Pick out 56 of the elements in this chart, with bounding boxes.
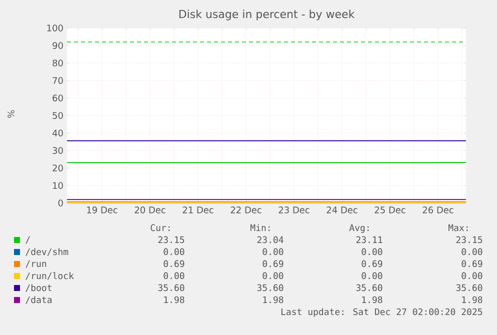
text: 0.00 xyxy=(164,272,184,280)
text: 0.00 xyxy=(262,272,284,280)
text: Avg: xyxy=(349,224,369,233)
y-axis-title: % xyxy=(8,110,14,118)
chart-title: Disk usage in percent - by week xyxy=(179,10,355,20)
text: 23.11 xyxy=(356,236,382,244)
text: 0.00 xyxy=(164,248,184,256)
x-tick-label: 19 Dec xyxy=(87,206,118,214)
x-tick-label: 25 Dec xyxy=(374,206,406,214)
y-tick-label: 70 xyxy=(52,77,63,84)
text: 1.98 xyxy=(164,296,184,304)
text: 23.04 xyxy=(257,236,284,244)
y-tick-label: 20 xyxy=(52,164,63,172)
legend-label: / xyxy=(26,236,30,244)
y-tick-label: 60 xyxy=(52,94,63,102)
x-tick-label: 24 Dec xyxy=(326,206,358,214)
x-tick-label: 26 Dec xyxy=(422,206,454,214)
text: 35.60 xyxy=(456,284,482,292)
text: 0.00 xyxy=(362,248,382,256)
text: Min: xyxy=(250,224,270,231)
text: 1.98 xyxy=(462,296,482,304)
text: 1.98 xyxy=(362,296,382,304)
text: 35.60 xyxy=(257,284,284,292)
legend-label: /run xyxy=(26,260,46,268)
text: Cur: xyxy=(150,224,170,232)
text: 35.60 xyxy=(356,284,382,292)
y-tick-label: 10 xyxy=(53,182,63,189)
text: 0.69 xyxy=(262,260,284,268)
y-tick-label: 30 xyxy=(52,147,63,154)
y-tick-label: 90 xyxy=(52,42,63,49)
y-tick-label: 0 xyxy=(58,200,63,206)
text: 0.69 xyxy=(462,260,482,268)
text: 0.00 xyxy=(362,272,382,280)
text: 0.00 xyxy=(462,272,482,280)
y-tick-label: 50 xyxy=(52,112,63,119)
text: 35.60 xyxy=(158,284,184,292)
y-tick-label: 80 xyxy=(52,60,63,66)
text: 0.69 xyxy=(362,260,382,268)
x-tick-label: 20 Dec xyxy=(134,206,166,214)
y-tick-label: 40 xyxy=(52,130,63,136)
text: Max: xyxy=(448,224,468,232)
text: 23.15 xyxy=(456,236,482,244)
x-tick-label: 23 Dec xyxy=(278,206,310,214)
text: 0.00 xyxy=(262,248,284,256)
text: 1.98 xyxy=(263,296,284,304)
text: 0.00 xyxy=(462,248,482,256)
legend-label: /data xyxy=(26,296,52,304)
text: 23.15 xyxy=(158,236,184,244)
text: 0.69 xyxy=(164,260,184,268)
legend-label: /dev/shm xyxy=(26,248,68,256)
x-tick-label: 22 Dec xyxy=(230,206,262,214)
x-tick-label: 21 Dec xyxy=(182,206,214,214)
y-tick-label: 100 xyxy=(47,24,63,32)
text: Last update: Sat Dec 27 02:00:20 2025 xyxy=(281,308,482,317)
legend-label: /run/lock xyxy=(26,272,74,280)
legend-label: /boot xyxy=(26,284,52,292)
